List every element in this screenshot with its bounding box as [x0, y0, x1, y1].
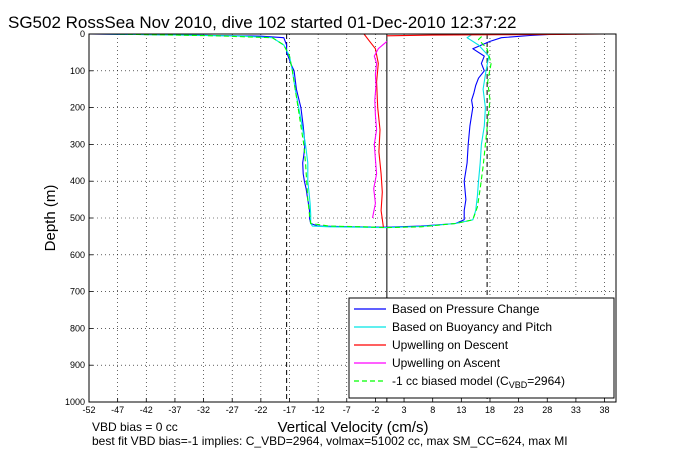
legend: Based on Pressure Change Based on Buoyanc… [348, 297, 615, 399]
x-axis-ticks: -52 -47 -42 -37 -32 -27 -22 -17 -12 -7 -2 3 8 13 18 23 2… [82, 398, 610, 415]
series-line-4 [371, 40, 388, 219]
x-tick-label: 28 [542, 405, 552, 415]
x-tick-label: 33 [571, 405, 581, 415]
y-tick-label: 800 [70, 323, 85, 333]
x-axis-label: Vertical Velocity (cm/s) [278, 419, 429, 436]
best-fit-note: best fit VBD bias=-1 implies: C_VBD=2964… [92, 434, 568, 448]
series-line-1 [386, 33, 559, 228]
y-tick-label: 400 [70, 176, 85, 186]
legend-entry-label: Based on Buoyancy and Pitch [392, 320, 552, 334]
vbd-bias-note: VBD bias = 0 cc [92, 420, 178, 434]
y-axis-ticks: 0 100 200 300 400 500 600 700 800 900 1000 [65, 29, 93, 407]
x-tick-label: -37 [168, 405, 181, 415]
x-tick-label: -27 [226, 405, 239, 415]
legend-entry-label: Upwelling on Descent [392, 338, 509, 352]
y-tick-label: 300 [70, 139, 85, 149]
x-tick-label: -32 [197, 405, 210, 415]
y-axis-label: Depth (m) [42, 185, 59, 252]
series-line-5 [386, 33, 492, 229]
y-tick-label: 0 [80, 29, 85, 39]
legend-entry-label: -1 cc biased model (CVBD=2964) [392, 374, 565, 390]
x-tick-label: 38 [600, 405, 610, 415]
x-tick-label: 3 [402, 405, 407, 415]
y-tick-label: 500 [70, 213, 85, 223]
y-tick-label: 600 [70, 250, 85, 260]
x-tick-label: -12 [312, 405, 325, 415]
x-tick-label: 23 [514, 405, 524, 415]
x-tick-label: 18 [485, 405, 495, 415]
x-tick-label: -52 [82, 405, 95, 415]
x-tick-label: 13 [456, 405, 466, 415]
x-tick-label: -2 [371, 405, 379, 415]
x-tick-label: -7 [343, 405, 351, 415]
y-tick-label: 1000 [65, 397, 85, 407]
y-tick-label: 900 [70, 360, 85, 370]
y-tick-label: 100 [70, 66, 85, 76]
series-line-3 [363, 33, 384, 228]
x-tick-label: -47 [111, 405, 124, 415]
series-line-2 [386, 33, 490, 229]
y-tick-label: 200 [70, 103, 85, 113]
legend-entry-label: Upwelling on Ascent [392, 356, 501, 370]
x-tick-label: -42 [140, 405, 153, 415]
x-tick-label: 8 [430, 405, 435, 415]
series-line-2 [100, 33, 387, 229]
data-series [88, 33, 605, 229]
legend-box [348, 297, 615, 399]
chart-title: SG502 RossSea Nov 2010, dive 102 started… [8, 13, 516, 32]
x-tick-label: -22 [254, 405, 267, 415]
series-line-1 [88, 33, 387, 228]
series-line-5 [111, 33, 387, 229]
x-tick-label: -17 [283, 405, 296, 415]
y-tick-label: 700 [70, 287, 85, 297]
legend-entry-label: Based on Pressure Change [392, 302, 540, 316]
